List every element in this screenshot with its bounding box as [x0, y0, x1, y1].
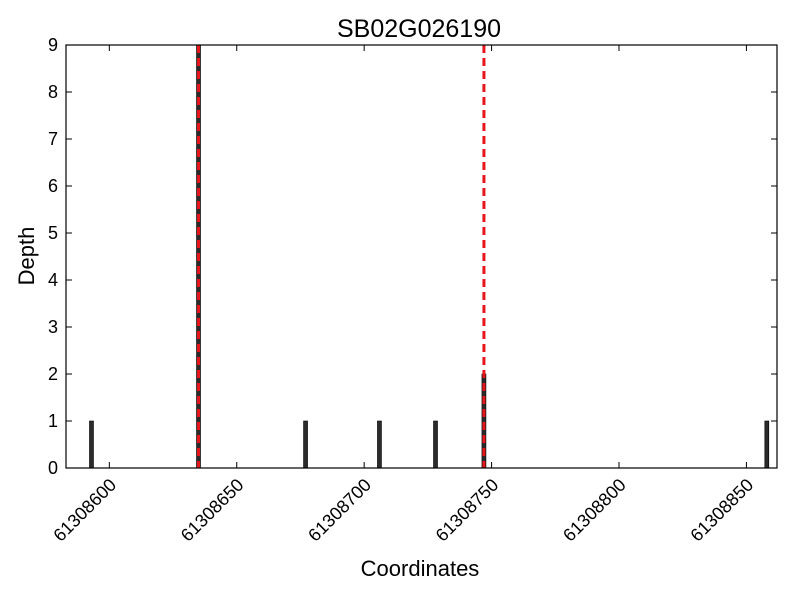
bar-4	[433, 420, 438, 469]
x-tick-label-1: 61308650	[177, 475, 248, 546]
x-tick-label-4: 61308800	[559, 475, 630, 546]
y-tick-label-1: 1	[48, 411, 58, 431]
y-axis: 0 1 2 3 4 5 6 7 8 9	[48, 35, 777, 478]
markers-layer	[197, 45, 486, 468]
x-axis: 61308600 61308650 61308700 61308750 61308800…	[49, 45, 757, 545]
plot-frame	[65, 44, 778, 469]
y-tick-label-7: 7	[48, 129, 58, 149]
bar-2	[303, 420, 308, 469]
bar-3	[377, 420, 382, 469]
y-tick-label-6: 6	[48, 176, 58, 196]
y-tick-label-9: 9	[48, 35, 58, 55]
y-tick-label-3: 3	[48, 317, 58, 337]
y-tick-label-4: 4	[48, 270, 58, 290]
y-tick-label-0: 0	[48, 458, 58, 478]
bar-0	[89, 420, 94, 469]
x-tick-label-2: 61308700	[304, 475, 375, 546]
x-axis-label: Coordinates	[361, 556, 480, 581]
y-axis-label: Depth	[14, 227, 39, 286]
y-tick-label-2: 2	[48, 364, 58, 384]
bar-6	[764, 420, 770, 469]
x-tick-label-0: 61308600	[49, 475, 120, 546]
y-tick-label-5: 5	[48, 223, 58, 243]
x-tick-label-5: 61308850	[686, 475, 757, 546]
y-tick-label-8: 8	[48, 82, 58, 102]
bars-layer	[89, 44, 770, 469]
x-tick-label-3: 61308750	[432, 475, 503, 546]
chart-title: SB02G026190	[337, 15, 501, 43]
